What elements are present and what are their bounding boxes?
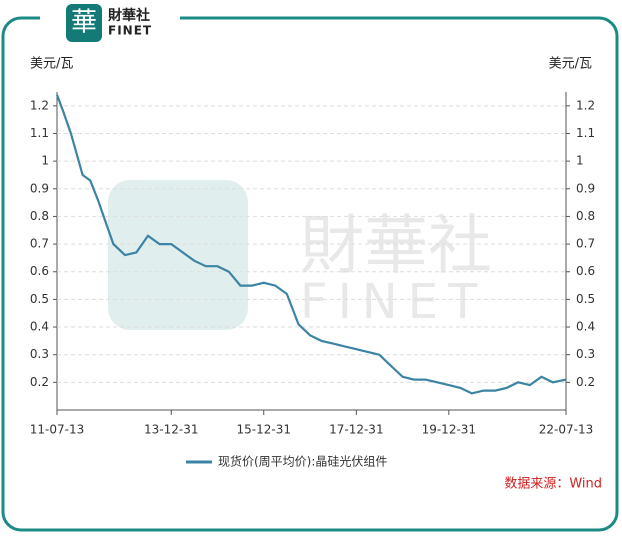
watermark-en: FINET [300, 274, 487, 330]
source: 数据来源：Wind [504, 477, 602, 492]
y-tick-label: 0.5 [30, 292, 49, 306]
y-tick-label: 0.4 [30, 320, 49, 334]
logo-bg [40, 4, 180, 38]
y-tick-label: 1.1 [30, 126, 49, 140]
y-tick-label: 1 [41, 154, 49, 168]
y2-tick-label: 1 [576, 154, 584, 168]
y-tick-label: 0.8 [30, 209, 49, 223]
y2-tick-label: 0.9 [576, 181, 595, 195]
x-tick-label: 13-12-31 [144, 423, 198, 437]
logo-icon [66, 4, 102, 42]
y-tick-label: 0.2 [30, 375, 49, 389]
x-tick-label: 17-12-31 [329, 423, 383, 437]
y2-tick-label: 0.2 [576, 375, 595, 389]
y-tick-label: 0.6 [30, 264, 49, 278]
logo-cn: 財華社 [107, 7, 150, 24]
y2-tick-label: 0.3 [576, 347, 595, 361]
y-tick-label: 1.2 [30, 98, 49, 112]
frame [1, 16, 619, 532]
legend-label: 现货价(周平均价):晶硅光伏组件 [218, 454, 387, 469]
y2-tick-label: 0.7 [576, 237, 595, 251]
y-tick-label: 0.9 [30, 181, 49, 195]
y2-tick-label: 0.5 [576, 292, 595, 306]
y2-tick-label: 0.4 [576, 320, 595, 334]
y2-tick-label: 0.8 [576, 209, 595, 223]
y2-tick-label: 0.6 [576, 264, 595, 278]
y-axis-label: 美元/瓦 [30, 57, 73, 72]
watermark-cn: 財華社 [300, 210, 492, 284]
x-tick-label: 11-07-13 [30, 423, 84, 437]
logo-en: FINET [108, 24, 152, 38]
logo-glyph: 華 [71, 8, 97, 38]
x-tick-label: 15-12-31 [237, 423, 291, 437]
watermark-icon [108, 180, 248, 330]
y-tick-label: 0.3 [30, 347, 49, 361]
y-tick-label: 0.7 [30, 237, 49, 251]
x-tick-label: 22-07-13 [539, 423, 593, 437]
y2-axis-label: 美元/瓦 [549, 57, 592, 72]
series-line [55, 94, 567, 395]
y2-tick-label: 1.1 [576, 126, 595, 140]
x-tick-label: 19-12-31 [422, 423, 476, 437]
y2-tick-label: 1.2 [576, 98, 595, 112]
